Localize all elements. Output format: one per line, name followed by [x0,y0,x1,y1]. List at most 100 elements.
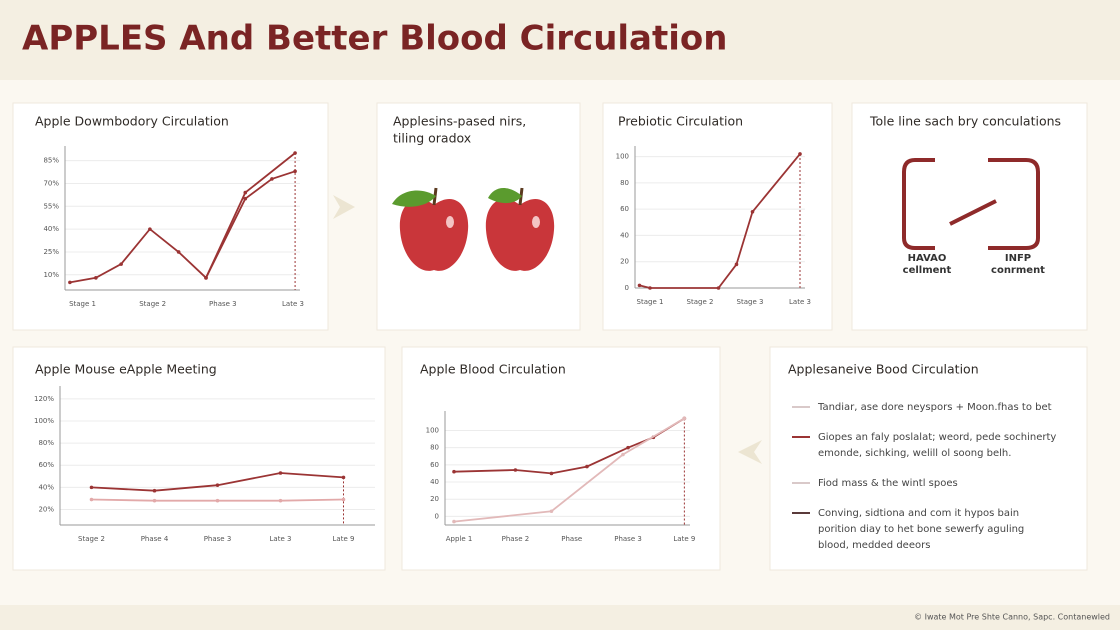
icon-label: cellment [903,265,952,276]
data-point [243,196,248,201]
data-point [293,169,297,174]
x-tick-label: Late 3 [789,298,811,306]
data-point [89,485,94,490]
y-tick-label: 40% [43,225,59,233]
data-point [152,488,157,493]
legend-text: Giopes an faly poslalat; weord, pede soc… [818,432,1056,443]
data-point [119,262,123,266]
data-point [68,280,72,285]
arrow [738,440,762,464]
x-tick-label: Phase 3 [204,535,232,543]
panel [12,102,329,331]
data-point [626,445,630,450]
y-tick-label: 85% [43,157,59,165]
y-tick-label: 10% [43,271,59,279]
x-tick-label: Late 9 [333,535,355,543]
apple-icon [392,187,469,271]
x-tick-label: Phase [561,535,582,543]
footer: © Iwate Mot Pre Shte Canno, Sapc. Contan… [914,613,1110,622]
chart-title: Apple Dowmbodory Circulation [35,114,229,129]
series-line [453,417,685,523]
panel-title: Applesaneive Bood Circulation [788,362,979,377]
data-point [452,469,456,474]
y-tick-label: 25% [43,248,59,256]
y-tick-label: 80 [430,444,439,452]
data-point [152,498,157,503]
chart-title: Apple Mouse eApple Meeting [35,362,217,377]
x-tick-label: Stage 1 [69,300,96,308]
y-tick-label: 55% [43,202,59,210]
legend-text: blood, medded deeors [818,540,930,551]
footer-band [0,605,1120,630]
panels [12,102,1088,571]
y-tick-label: 80 [620,179,629,187]
y-tick-label: 100 [616,153,629,161]
series-line [639,153,801,289]
y-tick-label: 70% [43,179,59,187]
data-point [148,227,152,231]
x-tick-label: Stage 2 [687,298,714,306]
data-point [341,497,346,502]
series-line [69,152,296,284]
y-tick-label: 120% [34,395,54,403]
bracket [988,158,1040,250]
panel [401,346,721,571]
panel [851,102,1088,331]
y-tick-label: 40 [430,478,439,486]
x-tick-label: Late 3 [282,300,304,308]
panel-title: Applesins-pased nirs, [393,114,526,129]
legend: Tandiar, ase dore neyspors + Moon.fhas t… [792,402,1056,551]
panel [769,346,1088,571]
data-point [278,498,283,503]
bracket [902,158,935,250]
x-tick-label: Apple 1 [446,535,473,543]
data-point [89,497,94,502]
data-point [204,276,208,280]
x-tick-label: Phase 4 [141,535,169,543]
icon-label: HAVAO [908,253,947,264]
y-tick-label: 60 [430,461,439,469]
data-point [682,416,687,421]
y-tick-label: 20 [430,495,439,503]
panel-subtitle: tiling oradox [393,131,471,146]
chart-title: Prebiotic Circulation [618,114,743,129]
data-point [94,276,98,280]
x-tick-label: Phase 2 [502,535,530,543]
panel [12,346,386,571]
data-point [243,190,248,195]
data-point [621,452,625,457]
data-point [176,250,181,254]
legend-text: Fiod mass & the wintl spoes [818,478,958,489]
y-tick-label: 20% [38,506,54,514]
data-point [716,286,721,290]
legend-text: Conving, sidtiona and com it hypos bain [818,508,1019,519]
y-tick-label: 100 [426,426,439,434]
data-point [452,519,456,524]
icon-label: INFP [1005,253,1031,264]
y-tick-label: 0 [625,284,629,292]
x-tick-label: Stage 1 [637,298,664,306]
panel-title: Tole line sach bry conculations [869,114,1061,129]
data-point [648,286,652,290]
connector [949,199,997,226]
y-tick-label: 100% [34,417,54,425]
apple-icon [485,187,555,271]
header-band [0,0,1120,80]
x-tick-label: Phase 3 [209,300,237,308]
data-point [750,209,755,214]
x-tick-label: Late 9 [673,535,695,543]
y-tick-label: 80% [38,439,54,447]
data-point [513,468,518,472]
y-tick-label: 40 [620,231,629,239]
data-point [278,471,283,475]
data-point [270,177,274,181]
x-tick-label: Stage 2 [139,300,166,308]
y-tick-label: 60% [38,461,54,469]
chart-title: Apple Blood Circulation [420,362,566,377]
y-tick-label: 20 [620,258,629,266]
page-title: APPLES And Better Blood Circulation [22,19,727,59]
data-point [585,464,589,469]
y-tick-label: 40% [38,483,54,491]
legend-text: porition diay to het bone sewerfy agulin… [818,524,1024,535]
